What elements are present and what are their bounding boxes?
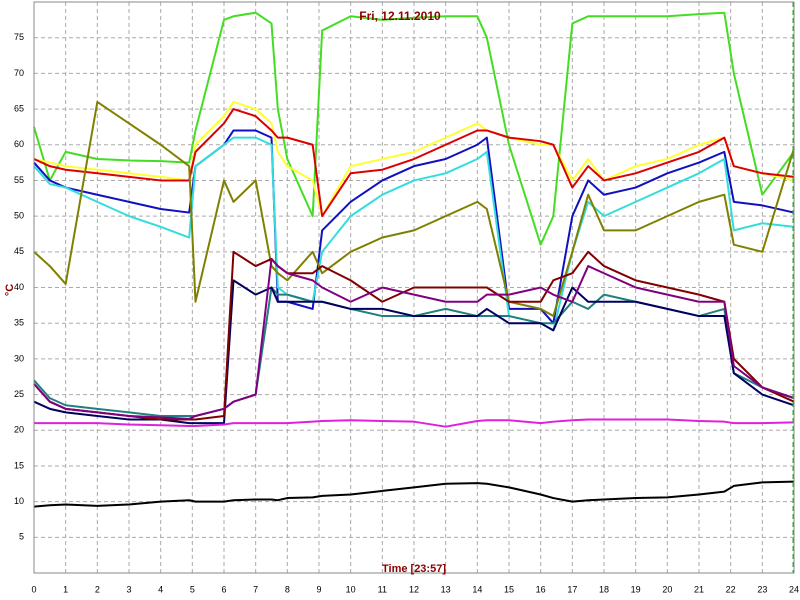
y-axis-title: °C bbox=[4, 284, 16, 296]
x-tick-label: 12 bbox=[409, 584, 419, 594]
y-tick-label: 70 bbox=[14, 68, 24, 78]
x-tick-label: 5 bbox=[190, 584, 195, 594]
y-tick-label: 10 bbox=[14, 496, 24, 506]
x-tick-label: 4 bbox=[158, 584, 163, 594]
y-tick-label: 50 bbox=[14, 211, 24, 221]
x-tick-label: 21 bbox=[694, 584, 704, 594]
series-line bbox=[33, 108, 795, 218]
x-tick-label: 2 bbox=[95, 584, 100, 594]
y-tick-label: 60 bbox=[14, 139, 24, 149]
x-tick-label: 19 bbox=[631, 584, 641, 594]
y-tick-label: 65 bbox=[14, 103, 24, 113]
series-line bbox=[33, 129, 795, 325]
x-tick-label: 15 bbox=[504, 584, 514, 594]
y-tick-label: 5 bbox=[19, 532, 24, 542]
y-tick-label: 35 bbox=[14, 318, 24, 328]
x-tick-label: 17 bbox=[567, 584, 577, 594]
series-line bbox=[33, 257, 795, 420]
series-line bbox=[33, 279, 795, 425]
x-tick-label: 20 bbox=[662, 584, 672, 594]
y-tick-label: 20 bbox=[14, 425, 24, 435]
chart-title: Fri, 12.11.2010 bbox=[359, 9, 441, 23]
x-tick-label: 16 bbox=[536, 584, 546, 594]
series-line bbox=[33, 100, 795, 318]
x-tick-label: 6 bbox=[221, 584, 226, 594]
x-tick-label: 10 bbox=[346, 584, 356, 594]
x-tick-label: 8 bbox=[285, 584, 290, 594]
y-tick-label: 15 bbox=[14, 460, 24, 470]
series-line bbox=[33, 136, 795, 332]
x-tick-label: 0 bbox=[31, 584, 36, 594]
x-tick-label: 9 bbox=[316, 584, 321, 594]
y-tick-label: 45 bbox=[14, 246, 24, 256]
y-tick-label: 25 bbox=[14, 389, 24, 399]
x-tick-label: 13 bbox=[441, 584, 451, 594]
x-tick-label: 7 bbox=[253, 584, 258, 594]
lines bbox=[33, 11, 795, 508]
x-axis-title: Time [23:57] bbox=[382, 563, 446, 575]
x-tick-label: 14 bbox=[472, 584, 482, 594]
x-tick-label: 22 bbox=[726, 584, 736, 594]
x-tick-label: 24 bbox=[789, 584, 799, 594]
series-line bbox=[34, 418, 795, 428]
series-line bbox=[33, 11, 795, 246]
series-line bbox=[33, 480, 795, 508]
x-tick-label: 1 bbox=[63, 584, 68, 594]
series-line bbox=[33, 100, 795, 218]
x-tick-label: 3 bbox=[126, 584, 131, 594]
y-tick-label: 55 bbox=[14, 175, 24, 185]
plot-frame bbox=[33, 1, 795, 574]
x-tick-label: 11 bbox=[378, 584, 387, 594]
y-tick-label: 40 bbox=[14, 282, 24, 292]
series-line bbox=[33, 250, 795, 421]
x-tick-label: 23 bbox=[757, 584, 767, 594]
y-tick-label: 75 bbox=[14, 32, 24, 42]
y-tick-label: 30 bbox=[14, 353, 24, 363]
x-tick-label: 18 bbox=[599, 584, 609, 594]
